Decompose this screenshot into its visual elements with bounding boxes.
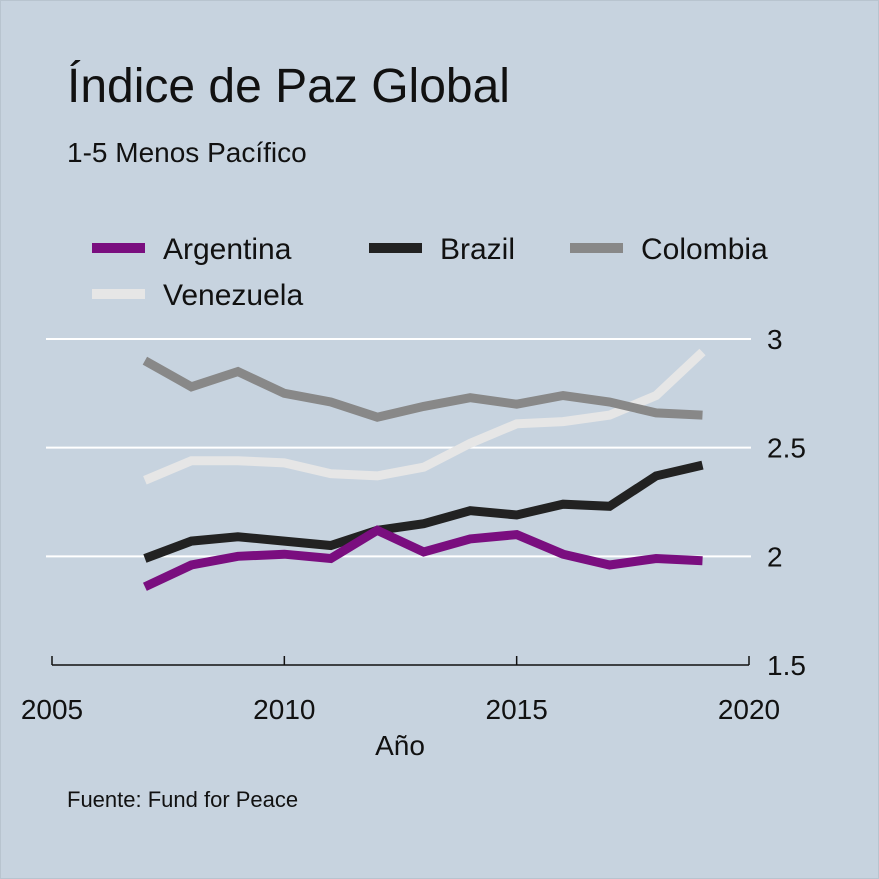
x-tick-label: 2020 — [718, 694, 780, 725]
y-tick-label: 3 — [767, 324, 783, 355]
series-line-brazil — [143, 460, 704, 563]
series-line-argentina — [142, 525, 703, 591]
x-tick-label: 2015 — [486, 694, 548, 725]
chart-title: Índice de Paz Global — [67, 60, 510, 113]
chart-subtitle: 1-5 Menos Pacífico — [67, 137, 307, 168]
legend-label-brazil: Brazil — [440, 233, 515, 266]
legend-label-venezuela: Venezuela — [163, 279, 303, 312]
y-tick-label: 2.5 — [767, 433, 806, 464]
legend-label-argentina: Argentina — [163, 233, 292, 266]
x-tick-label: 2010 — [253, 694, 315, 725]
y-tick-label: 2 — [767, 541, 783, 572]
x-axis-title: Año — [375, 730, 425, 761]
y-tick-label: 1.5 — [767, 650, 806, 681]
series-line-colombia — [142, 356, 703, 422]
series-line-venezuela — [143, 348, 706, 485]
x-tick-label: 2005 — [21, 694, 83, 725]
source-note: Fuente: Fund for Peace — [67, 787, 299, 812]
legend-label-colombia: Colombia — [641, 233, 768, 266]
